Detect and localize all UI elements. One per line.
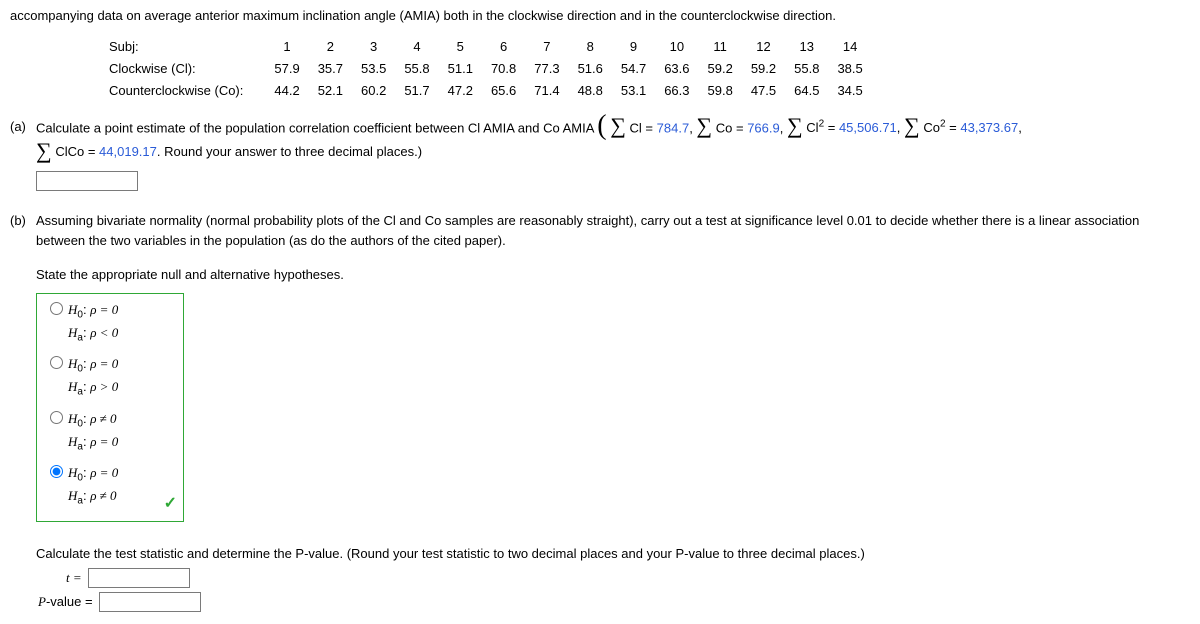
table-row-label: Subj: xyxy=(100,36,265,58)
part-b: (b) Assuming bivariate normality (normal… xyxy=(10,211,1190,613)
table-cell: 53.1 xyxy=(612,80,655,102)
table-cell: 1 xyxy=(265,36,308,58)
sum-co: Co = 766.9, xyxy=(716,120,787,135)
table-cell: 5 xyxy=(439,36,482,58)
table-cell: 65.6 xyxy=(482,80,525,102)
sum-cl2: Cl2 = 45,506.71, xyxy=(806,120,904,135)
table-cell: 2 xyxy=(309,36,352,58)
hypothesis-text: H0: ρ = 0Ha: ρ ≠ 0 xyxy=(68,463,118,509)
table-cell: 55.8 xyxy=(395,58,438,80)
table-cell: 64.5 xyxy=(785,80,828,102)
table-cell: 4 xyxy=(395,36,438,58)
hypothesis-radio[interactable] xyxy=(50,356,63,369)
table-cell: 52.1 xyxy=(309,80,352,102)
table-cell: 47.5 xyxy=(742,80,785,102)
hypothesis-option[interactable]: H0: ρ = 0Ha: ρ > 0 xyxy=(45,354,175,400)
table-cell: 63.6 xyxy=(655,58,698,80)
table-cell: 59.2 xyxy=(742,58,785,80)
part-a: (a) Calculate a point estimate of the po… xyxy=(10,117,1190,191)
hypothesis-text: H0: ρ = 0Ha: ρ < 0 xyxy=(68,300,118,346)
table-cell: 8 xyxy=(569,36,612,58)
part-a-prompt: Calculate a point estimate of the popula… xyxy=(36,120,597,135)
part-a-letter: (a) xyxy=(10,117,36,191)
table-cell: 38.5 xyxy=(828,58,871,80)
table-row-label: Counterclockwise (Co): xyxy=(100,80,265,102)
table-cell: 3 xyxy=(352,36,395,58)
table-cell: 34.5 xyxy=(828,80,871,102)
table-cell: 11 xyxy=(699,36,742,58)
answer-input-a[interactable] xyxy=(36,171,138,191)
table-cell: 55.8 xyxy=(785,58,828,80)
sum-cl: Cl = 784.7, xyxy=(630,120,697,135)
table-cell: 51.6 xyxy=(569,58,612,80)
table-cell: 71.4 xyxy=(525,80,568,102)
table-cell: 77.3 xyxy=(525,58,568,80)
table-cell: 7 xyxy=(525,36,568,58)
data-table: Subj:1234567891011121314Clockwise (Cl):5… xyxy=(100,36,872,102)
table-cell: 59.2 xyxy=(699,58,742,80)
table-cell: 60.2 xyxy=(352,80,395,102)
table-cell: 10 xyxy=(655,36,698,58)
part-b-letter: (b) xyxy=(10,211,36,613)
hypothesis-option[interactable]: H0: ρ = 0Ha: ρ < 0 xyxy=(45,300,175,346)
table-cell: 44.2 xyxy=(265,80,308,102)
t-label: t = xyxy=(66,568,82,588)
table-cell: 51.7 xyxy=(395,80,438,102)
table-cell: 13 xyxy=(785,36,828,58)
hypothesis-text: H0: ρ = 0Ha: ρ > 0 xyxy=(68,354,118,400)
pvalue-input[interactable] xyxy=(99,592,201,612)
table-row-label: Clockwise (Cl): xyxy=(100,58,265,80)
intro-text: accompanying data on average anterior ma… xyxy=(10,6,1190,26)
part-a-tail: . Round your answer to three decimal pla… xyxy=(157,144,422,159)
hypothesis-option[interactable]: H0: ρ = 0Ha: ρ ≠ 0 xyxy=(45,463,175,509)
state-hypotheses: State the appropriate null and alternati… xyxy=(36,265,1190,285)
hypothesis-options: H0: ρ = 0Ha: ρ < 0 H0: ρ = 0Ha: ρ > 0 H0: … xyxy=(36,293,184,522)
calc-prompt: Calculate the test statistic and determi… xyxy=(36,544,1190,564)
part-b-prompt: Assuming bivariate normality (normal pro… xyxy=(36,211,1190,251)
table-cell: 59.8 xyxy=(699,80,742,102)
hypothesis-text: H0: ρ ≠ 0Ha: ρ = 0 xyxy=(68,409,118,455)
hypothesis-radio[interactable] xyxy=(50,302,63,315)
sum-clco: ClCo = 44,019.17 xyxy=(55,144,157,159)
table-cell: 14 xyxy=(828,36,871,58)
check-icon: ✓ xyxy=(164,492,177,517)
pvalue-label: P-value = xyxy=(38,592,93,612)
hypothesis-radio[interactable] xyxy=(50,465,63,478)
hypothesis-radio[interactable] xyxy=(50,411,63,424)
table-cell: 35.7 xyxy=(309,58,352,80)
table-cell: 66.3 xyxy=(655,80,698,102)
t-input[interactable] xyxy=(88,568,190,588)
table-cell: 9 xyxy=(612,36,655,58)
table-cell: 6 xyxy=(482,36,525,58)
table-cell: 70.8 xyxy=(482,58,525,80)
table-cell: 51.1 xyxy=(439,58,482,80)
table-cell: 12 xyxy=(742,36,785,58)
table-cell: 48.8 xyxy=(569,80,612,102)
table-cell: 47.2 xyxy=(439,80,482,102)
table-cell: 53.5 xyxy=(352,58,395,80)
table-cell: 57.9 xyxy=(265,58,308,80)
hypothesis-option[interactable]: H0: ρ ≠ 0Ha: ρ = 0 xyxy=(45,409,175,455)
sum-co2: Co2 = 43,373.67, xyxy=(923,120,1021,135)
table-cell: 54.7 xyxy=(612,58,655,80)
